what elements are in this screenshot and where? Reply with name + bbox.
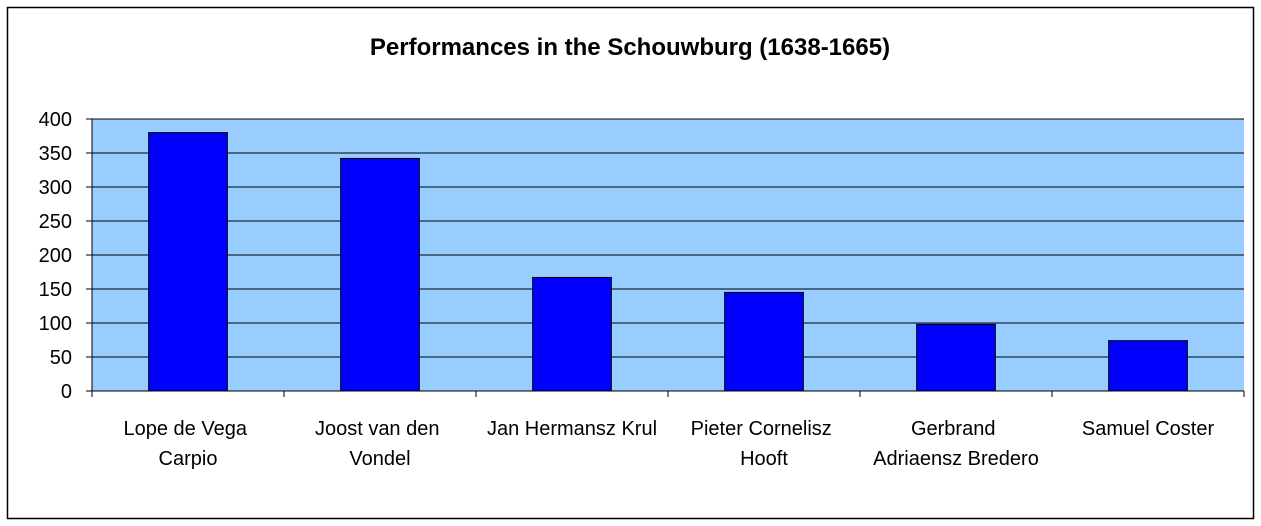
x-tick-label: Pieter Cornelisz Hooft <box>691 418 838 470</box>
bar <box>916 323 996 392</box>
y-tick-label: 50 <box>50 347 72 369</box>
y-tick-label: 350 <box>39 143 72 165</box>
bar <box>1108 340 1188 392</box>
x-tick-label: Jan Hermansz Krul <box>487 418 657 440</box>
bar <box>148 132 228 392</box>
bar <box>532 276 612 392</box>
y-tick-label: 150 <box>39 279 72 301</box>
x-tick-label: Samuel Coster <box>1082 418 1215 440</box>
x-tick-label: Gerbrand Adriaensz Bredero <box>873 418 1039 470</box>
y-tick-label: 250 <box>39 211 72 233</box>
bar <box>340 157 420 392</box>
x-tick-label: Joost van den Vondel <box>315 418 445 470</box>
y-tick-label: 300 <box>39 177 72 199</box>
chart-title: Performances in the Schouwburg (1638-166… <box>370 34 890 61</box>
y-tick-label: 0 <box>61 381 72 403</box>
y-tick-label: 200 <box>39 245 72 267</box>
y-tick-label: 400 <box>39 109 72 131</box>
y-tick-label: 100 <box>39 313 72 335</box>
x-tick-label: Lope de Vega Carpio <box>123 418 252 470</box>
bar <box>724 291 804 392</box>
